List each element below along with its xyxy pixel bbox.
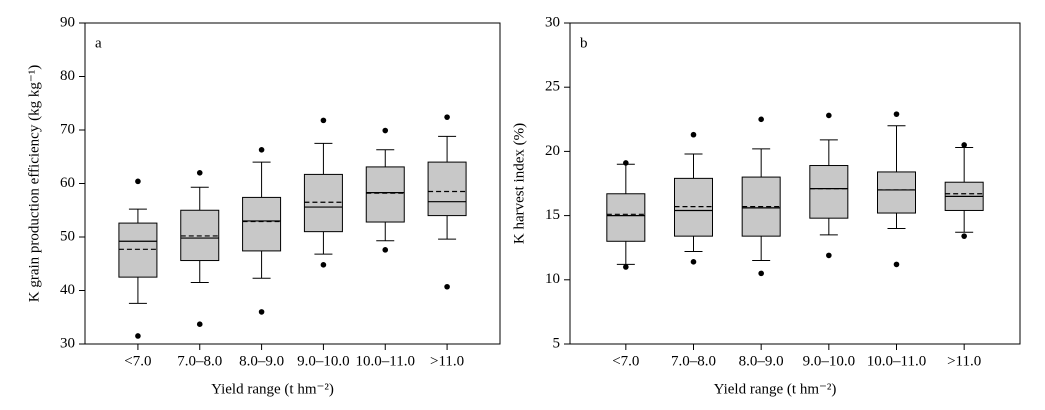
panel-label: b <box>580 35 588 51</box>
outlier <box>690 259 697 265</box>
outlier <box>690 131 697 138</box>
outlier <box>961 142 967 148</box>
outlier <box>758 116 764 123</box>
outlier <box>623 264 629 270</box>
y-tick-label: 60 <box>60 175 75 191</box>
x-tick-label: 10.0–11.0 <box>356 353 415 369</box>
outlier <box>382 127 389 134</box>
x-tick-label: <7.0 <box>612 353 639 369</box>
y-tick-label: 40 <box>60 282 75 298</box>
x-tick-label: 7.0–8.0 <box>177 353 222 369</box>
outlier <box>444 114 450 120</box>
y-tick-label: 20 <box>545 143 560 159</box>
box <box>303 173 343 233</box>
outlier <box>961 233 967 239</box>
x-tick-label: 8.0–9.0 <box>239 353 284 369</box>
y-tick-label: 5 <box>553 335 561 351</box>
outlier <box>893 111 900 117</box>
outlier <box>135 333 141 339</box>
outlier <box>444 283 450 290</box>
x-tick-label: 7.0–8.0 <box>671 353 716 369</box>
x-tick-label: >11.0 <box>947 353 981 369</box>
outlier <box>196 321 203 328</box>
box <box>606 193 646 242</box>
y-tick-label: 15 <box>545 207 560 223</box>
x-tick-label: <7.0 <box>124 353 151 369</box>
y-tick-label: 30 <box>60 335 75 351</box>
outlier <box>826 112 832 119</box>
outlier <box>135 178 141 185</box>
x-axis-label: Yield range (t hm⁻²) <box>714 381 837 397</box>
y-tick-label: 10 <box>545 271 560 287</box>
outlier <box>258 309 265 315</box>
x-tick-label: 8.0–9.0 <box>739 353 784 369</box>
y-tick-label: 80 <box>60 68 75 84</box>
box <box>118 222 158 278</box>
x-tick-label: 10.0–11.0 <box>867 353 926 369</box>
outlier <box>320 262 327 268</box>
y-tick-label: 50 <box>60 228 75 244</box>
outlier <box>320 117 327 124</box>
y-tick-label: 25 <box>545 79 560 95</box>
x-tick-label: 9.0–10.0 <box>297 353 350 369</box>
x-axis-label: Yield range (t hm⁻²) <box>211 381 334 397</box>
y-tick-label: 30 <box>545 14 560 30</box>
plot-frame <box>569 22 1021 345</box>
box <box>427 161 467 217</box>
box <box>242 196 282 252</box>
panel-label: a <box>95 35 102 51</box>
outlier <box>196 170 203 176</box>
outlier <box>893 261 900 268</box>
y-tick-label: 90 <box>60 14 75 30</box>
y-tick-label: 70 <box>60 121 75 137</box>
x-tick-label: >11.0 <box>430 353 464 369</box>
outlier <box>623 160 629 166</box>
box <box>365 166 405 223</box>
box <box>674 177 713 237</box>
y-axis-label: K harvest index (%) <box>511 123 527 244</box>
outlier <box>258 146 265 153</box>
outlier <box>382 247 389 253</box>
box <box>809 165 849 219</box>
outlier <box>826 252 832 259</box>
outlier <box>758 270 764 277</box>
box <box>877 171 916 214</box>
x-tick-label: 9.0–10.0 <box>803 353 856 369</box>
y-axis-label: K grain production efficiency (kg kg⁻¹) <box>26 65 42 302</box>
